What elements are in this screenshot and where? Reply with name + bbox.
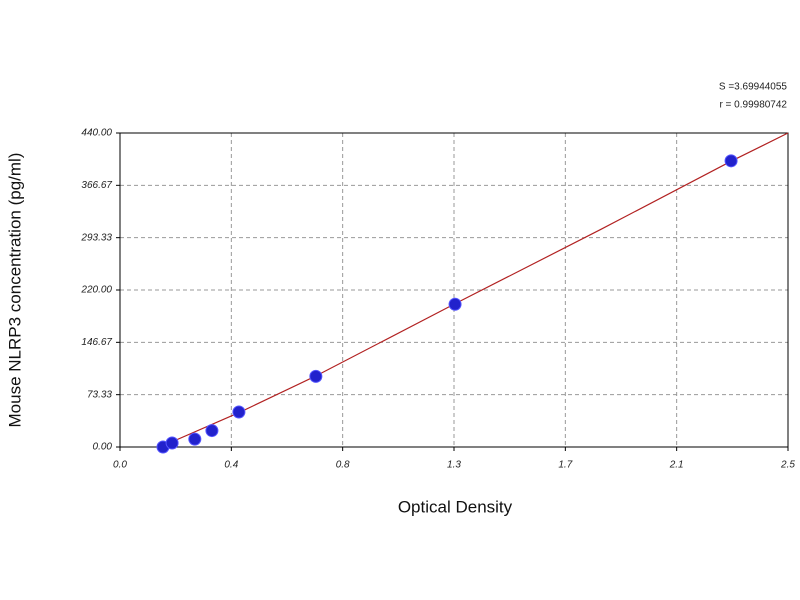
x-tick-label: 0.8 (336, 460, 350, 471)
y-tick-label: 440.00 (81, 128, 112, 139)
y-tick-label: 146.67 (81, 337, 112, 348)
x-tick-label: 2.5 (780, 460, 795, 471)
data-point (448, 297, 462, 311)
data-point (724, 154, 738, 168)
plot-border (119, 132, 789, 448)
data-point (232, 405, 246, 419)
x-axis-title: Optical Density (398, 497, 513, 516)
data-point (309, 369, 323, 383)
y-tick-label: 220.00 (80, 285, 112, 296)
data-point (205, 424, 219, 438)
y-tick-label: 73.33 (87, 389, 112, 400)
y-tick-label: 293.33 (80, 232, 112, 243)
x-tick-label: 0.4 (224, 460, 238, 471)
y-axis-title: Mouse NLRP3 concentration (pg/ml) (5, 153, 24, 428)
annotation: r = 0.99980742 (719, 100, 787, 111)
data-point (165, 436, 179, 450)
x-tick-label: 1.3 (447, 460, 461, 471)
y-tick-label: 366.67 (81, 180, 112, 191)
data-point (188, 432, 202, 446)
x-tick-label: 0.0 (113, 460, 127, 471)
x-tick-label: 2.1 (669, 460, 684, 471)
x-tick-label: 1.7 (558, 460, 572, 471)
y-tick-label: 0.00 (93, 442, 113, 453)
annotation: S =3.69944055 (719, 82, 788, 93)
